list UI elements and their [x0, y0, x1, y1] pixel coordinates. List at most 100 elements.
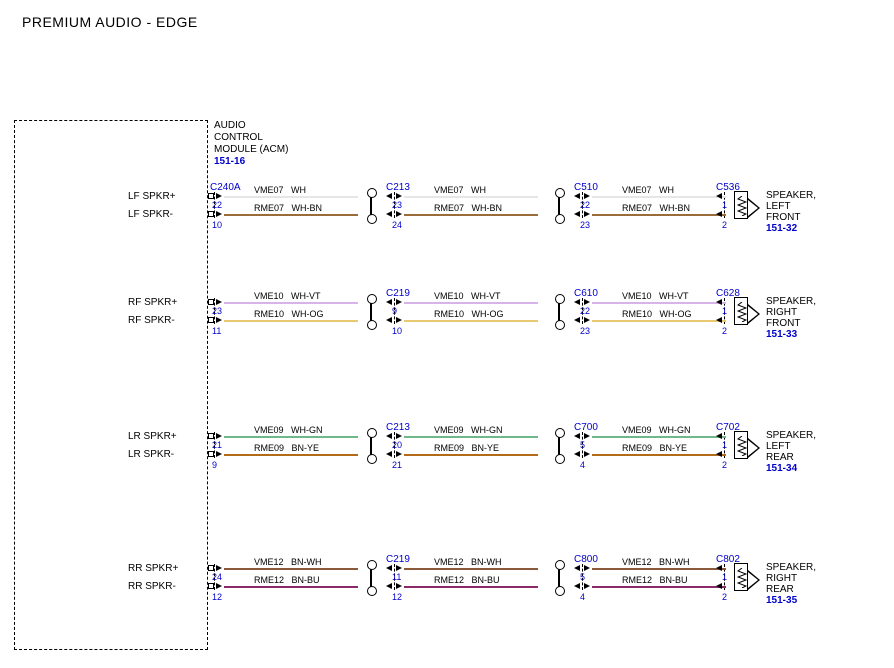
pin-number: 23	[392, 200, 402, 210]
arrow-icon	[386, 193, 392, 199]
signal-label: RF SPKR+	[128, 297, 210, 309]
speaker-ref: 151-32	[766, 223, 826, 234]
wire-label: VME07 WH	[254, 185, 306, 195]
arrow-icon	[584, 583, 590, 589]
pin-number: 2	[722, 592, 727, 602]
speaker-cone-icon	[748, 440, 758, 456]
wire-label: VME12 BN-WH	[254, 557, 322, 567]
arrow-icon	[396, 583, 402, 589]
acm-line3: MODULE (ACM)	[214, 144, 288, 156]
wire	[224, 568, 358, 570]
signal-label: LF SPKR+	[128, 191, 210, 203]
speaker-l3: REAR	[766, 584, 826, 595]
pin-number: 10	[392, 326, 402, 336]
arrow-icon	[396, 193, 402, 199]
speaker-l2: RIGHT	[766, 573, 826, 584]
acm-label: AUDIO CONTROL MODULE (ACM) 151-16	[214, 120, 288, 168]
splice-icon	[370, 299, 372, 325]
wire-label: VME07 WH	[622, 185, 674, 195]
wire-label: VME10 WH-VT	[434, 291, 501, 301]
pin-number: 11	[392, 572, 401, 582]
pin-number: 21	[212, 440, 222, 450]
arrow-icon	[716, 211, 722, 217]
arrow-icon	[216, 317, 222, 323]
pin-number: 4	[580, 592, 585, 602]
arrow-icon	[716, 193, 722, 199]
terminal	[208, 211, 214, 217]
arrow-icon	[396, 565, 402, 571]
connector-label: C219	[386, 554, 410, 565]
speaker-l1: SPEAKER,	[766, 190, 826, 201]
pin-number: 23	[212, 306, 222, 316]
wire-label: RME07 WH-BN	[254, 203, 322, 213]
pin-number: 10	[212, 220, 222, 230]
connector-label: C510	[574, 182, 598, 193]
arrow-icon	[386, 433, 392, 439]
arrow-icon	[574, 193, 580, 199]
arrow-icon	[584, 299, 590, 305]
wire-label: RME10 WH-OG	[622, 309, 692, 319]
wire	[404, 436, 538, 438]
connector-label: C213	[386, 182, 410, 193]
wire	[592, 214, 726, 216]
pin-number: 23	[580, 220, 590, 230]
arrow-icon	[216, 211, 222, 217]
speaker-label: SPEAKER, LEFT FRONT 151-32	[766, 190, 826, 234]
arrow-icon	[216, 583, 222, 589]
pin-number: 9	[392, 306, 397, 316]
wire-label: VME10 WH-VT	[622, 291, 689, 301]
pin-number: 22	[580, 306, 590, 316]
arrow-icon	[716, 433, 722, 439]
wire	[404, 196, 538, 198]
arrow-icon	[386, 451, 392, 457]
arrow-icon	[574, 317, 580, 323]
wire	[224, 586, 358, 588]
wire	[404, 586, 538, 588]
splice-icon	[370, 193, 372, 219]
wire	[592, 320, 726, 322]
terminal	[208, 565, 214, 571]
wire	[404, 568, 538, 570]
speaker-l2: RIGHT	[766, 307, 826, 318]
wire	[404, 454, 538, 456]
speaker-l2: LEFT	[766, 201, 826, 212]
arrow-icon	[574, 583, 580, 589]
wire	[592, 568, 726, 570]
pin-number: 4	[580, 460, 585, 470]
wire	[224, 196, 358, 198]
wire-label: VME09 WH-GN	[254, 425, 323, 435]
arrow-icon	[584, 565, 590, 571]
wire-label: RME09 BN-YE	[434, 443, 499, 453]
speaker-label: SPEAKER, RIGHT FRONT 151-33	[766, 296, 826, 340]
pin-number: 1	[722, 572, 727, 582]
speaker-ref: 151-34	[766, 463, 826, 474]
wire	[404, 214, 538, 216]
pin-number: 22	[580, 200, 590, 210]
wire-label: RME12 BN-BU	[254, 575, 320, 585]
pin-number: 20	[392, 440, 402, 450]
arrow-icon	[584, 451, 590, 457]
wire	[224, 214, 358, 216]
wire	[592, 196, 726, 198]
speaker-icon	[734, 563, 748, 591]
pin-number: 9	[212, 460, 217, 470]
speaker-l1: SPEAKER,	[766, 430, 826, 441]
wire	[224, 436, 358, 438]
pin-number: 12	[392, 592, 402, 602]
signal-label: LR SPKR-	[128, 449, 210, 461]
diagram-title: PREMIUM AUDIO - EDGE	[22, 14, 198, 30]
arrow-icon	[396, 433, 402, 439]
arrow-icon	[574, 565, 580, 571]
pin-number: 2	[722, 220, 727, 230]
pin-number: 11	[212, 326, 221, 336]
wire-label: RME07 WH-BN	[434, 203, 502, 213]
signal-label: LF SPKR-	[128, 209, 210, 221]
wire-label: RME10 WH-OG	[434, 309, 504, 319]
pin-number: 1	[722, 440, 727, 450]
arrow-icon	[574, 433, 580, 439]
terminal	[208, 299, 214, 305]
wire	[224, 302, 358, 304]
speaker-icon	[734, 431, 748, 459]
splice-icon	[370, 565, 372, 591]
pin-number: 2	[722, 460, 727, 470]
